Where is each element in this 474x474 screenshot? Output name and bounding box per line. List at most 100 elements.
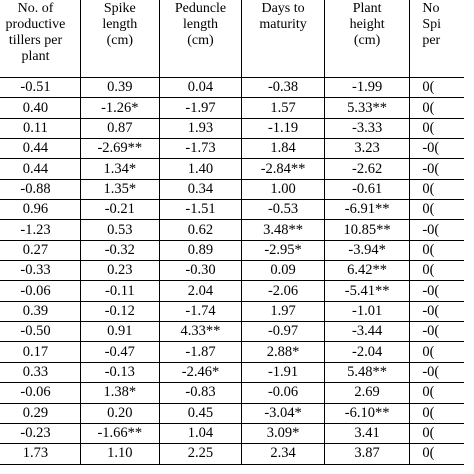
table-cell: 3.09* (241, 423, 325, 445)
table-cell: 0.87 (79, 118, 160, 140)
table-cell: -0.11 (79, 280, 160, 302)
table-cell: -1.26* (79, 97, 160, 119)
table-cell: -0.06 (241, 382, 325, 404)
table-cell: -0.83 (158, 382, 242, 404)
table-row: 0.11 0.87 1.93 -1.19 -3.33 0( (0, 118, 464, 140)
col-header-peduncle-length: Peduncle length (cm) (158, 0, 242, 78)
table-cell: -1.66** (79, 423, 160, 445)
table-cell: 0( (409, 403, 464, 424)
table-cell: 0.09 (241, 260, 325, 282)
table-cell: 6.42** (323, 260, 410, 282)
table-cell: 2.04 (158, 280, 242, 302)
table-cell: 0.39 (79, 77, 160, 99)
table-cell: 0.23 (79, 260, 160, 282)
table-cell: -1.51 (158, 199, 242, 221)
table-cell: -0.47 (79, 341, 160, 363)
table-cell: 0( (409, 240, 464, 262)
table-cell: 3.41 (323, 423, 410, 445)
table-cell: -2.69** (79, 138, 160, 160)
table-cell: -0.30 (158, 260, 242, 282)
table-cell: 0( (409, 382, 464, 404)
table-cell: -0.61 (323, 179, 410, 201)
table-cell: -1.97 (158, 97, 242, 119)
table-row: 0.44 -2.69** -1.73 1.84 3.23 -0( (0, 138, 464, 160)
table-cell: 1.38* (79, 382, 160, 404)
table-cell: -2.95* (241, 240, 325, 262)
table-cell: 0( (409, 199, 464, 221)
table-cell: 1.57 (241, 97, 325, 119)
table-cell: -1.74 (158, 301, 242, 323)
table-cell: -0( (409, 321, 464, 343)
table-cell: -2.62 (323, 158, 410, 180)
table-cell: 3.87 (323, 443, 410, 465)
table-cell: -6.91** (323, 199, 410, 221)
table-row: -0.06 -0.11 2.04 -2.06 -5.41** -0( (0, 280, 464, 302)
table-cell: 2.25 (158, 443, 242, 465)
table-cell: -6.10** (323, 403, 410, 424)
table-cell: -0.06 (0, 280, 81, 302)
table-row: -0.88 1.35* 0.34 1.00 -0.61 0( (0, 179, 464, 201)
table-row: 0.27 -0.32 0.89 -2.95* -3.94* 0( (0, 240, 464, 262)
table-header: No. of productive tillers per plant Spik… (0, 0, 464, 78)
table-cell: -2.84** (241, 158, 325, 180)
table-cell: 0( (409, 423, 464, 445)
table-cell: 2.88* (241, 341, 325, 363)
table-cell: 0( (409, 179, 464, 201)
table-cell: 5.48** (323, 362, 410, 384)
table-cell: 1.73 (0, 443, 81, 465)
table-cell: 0.04 (158, 77, 242, 99)
table-row: -0.06 1.38* -0.83 -0.06 2.69 0( (0, 382, 464, 404)
table-cell: -0.13 (79, 362, 160, 384)
table-cell: -0.97 (241, 321, 325, 343)
table-row: -0.50 0.91 4.33** -0.97 -3.44 -0( (0, 321, 464, 343)
table-cell: -0.33 (0, 260, 81, 282)
table-cell: 0.34 (158, 179, 242, 201)
table-cell: -0( (409, 219, 464, 241)
table-cell: -3.33 (323, 118, 410, 140)
table-cell: 1.00 (241, 179, 325, 201)
table-cell: 0( (409, 341, 464, 363)
table-cell: 0( (409, 77, 464, 99)
table-cell: 3.23 (323, 138, 410, 160)
table-cell: -0.50 (0, 321, 81, 343)
table-cell: -0( (409, 362, 464, 384)
table-cell: -0( (409, 280, 464, 302)
table-cell: -1.01 (323, 301, 410, 323)
table-row: -0.23 -1.66** 1.04 3.09* 3.41 0( (0, 423, 464, 445)
table-cell: 1.93 (158, 118, 242, 140)
table-cell: 1.34* (79, 158, 160, 180)
table-cell: -1.91 (241, 362, 325, 384)
table-cell: 0( (409, 97, 464, 119)
col-header-days-to-maturity: Days to maturity (241, 0, 325, 78)
table-row: 0.40 -1.26* -1.97 1.57 5.33** 0( (0, 97, 464, 119)
table-row: 1.73 1.10 2.25 2.34 3.87 0( (0, 443, 464, 465)
table-cell: -0.32 (79, 240, 160, 262)
table-cell: -0.53 (241, 199, 325, 221)
table-cell: 0.20 (79, 403, 160, 424)
table-cell: -1.23 (0, 219, 81, 241)
table-cell: -3.44 (323, 321, 410, 343)
table-cell: 0( (409, 118, 464, 140)
table-cell: 0.40 (0, 97, 81, 119)
table-row: 0.39 -0.12 -1.74 1.97 -1.01 -0( (0, 301, 464, 323)
table-cell: -2.06 (241, 280, 325, 302)
table-cell: 5.33** (323, 97, 410, 119)
table-cell: -0.12 (79, 301, 160, 323)
table-cell: 0.29 (0, 403, 81, 424)
table-cell: 3.48** (241, 219, 325, 241)
table-row: -1.23 0.53 0.62 3.48** 10.85** -0( (0, 219, 464, 241)
table-cell: 0.96 (0, 199, 81, 221)
table-cell: 0.27 (0, 240, 81, 262)
table-cell: 1.40 (158, 158, 242, 180)
table-row: 0.33 -0.13 -2.46* -1.91 5.48** -0( (0, 362, 464, 384)
table-cell: 1.97 (241, 301, 325, 323)
table-row: 0.17 -0.47 -1.87 2.88* -2.04 0( (0, 341, 464, 363)
table-cell: -0( (409, 158, 464, 180)
table-cell: -1.73 (158, 138, 242, 160)
table-cell: 0( (409, 260, 464, 282)
table-cell: -2.46* (158, 362, 242, 384)
header-row: No. of productive tillers per plant Spik… (0, 0, 464, 78)
table-cell: 0( (409, 443, 464, 465)
col-header-spikes: No Spi per (409, 0, 464, 78)
